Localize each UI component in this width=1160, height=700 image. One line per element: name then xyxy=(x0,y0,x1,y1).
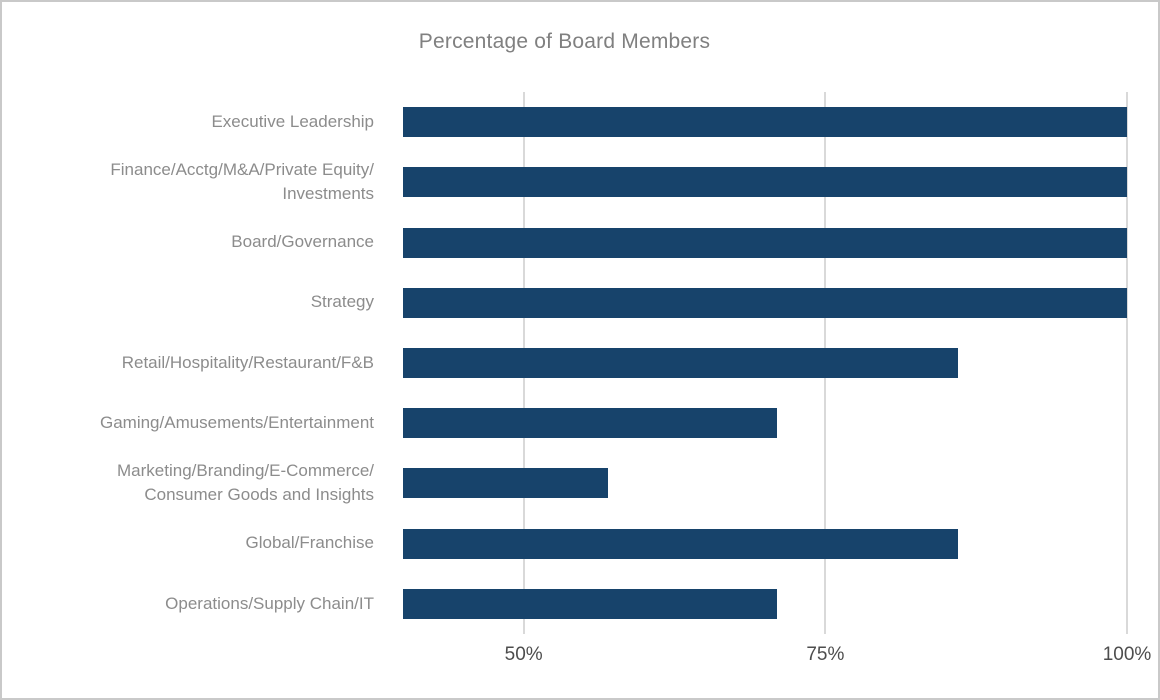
category-label: Executive Leadership xyxy=(211,111,374,131)
bar-row: Marketing/Branding/E-Commerce/ Consumer … xyxy=(2,453,1127,513)
bar-3 xyxy=(403,227,1127,258)
bar-row: Gaming/Amusements/Entertainment xyxy=(2,393,1127,453)
bar-track xyxy=(403,333,1127,393)
x-axis: 50% 75% 100% xyxy=(403,634,1152,676)
bar-row: Retail/Hospitality/Restaurant/F&B xyxy=(2,333,1127,393)
category-label: Global/Franchise xyxy=(245,533,374,553)
category-label: Finance/Acctg/M&A/Private Equity/ Invest… xyxy=(110,159,374,204)
bar-5 xyxy=(403,347,959,378)
chart-title: Percentage of Board Members xyxy=(418,30,711,53)
bar-row: Global/Franchise xyxy=(2,514,1127,574)
bar-track xyxy=(403,574,1127,634)
bar-2 xyxy=(403,167,1127,198)
bar-row: Finance/Acctg/M&A/Private Equity/ Invest… xyxy=(2,152,1127,212)
bar-1 xyxy=(403,107,1127,138)
bar-rows: Executive Leadership Finance/Acctg/M&A/Pr… xyxy=(2,92,1127,634)
category-label: Operations/Supply Chain/IT xyxy=(165,593,374,613)
bar-track xyxy=(403,92,1127,152)
bar-4 xyxy=(403,287,1127,318)
bar-7 xyxy=(403,468,609,499)
category-label: Gaming/Amusements/Entertainment xyxy=(99,412,374,432)
category-label: Strategy xyxy=(310,292,374,312)
category-label: Marketing/Branding/E-Commerce/ Consumer … xyxy=(117,460,374,505)
bar-row: Board/Governance xyxy=(2,212,1127,272)
bar-row: Operations/Supply Chain/IT xyxy=(2,574,1127,634)
x-tick-label: 50% xyxy=(504,644,543,665)
plot-area: Executive Leadership Finance/Acctg/M&A/Pr… xyxy=(2,92,1128,634)
bar-8 xyxy=(403,528,959,559)
bar-row: Strategy xyxy=(2,273,1127,333)
bar-row: Executive Leadership xyxy=(2,92,1127,152)
bar-track xyxy=(403,152,1127,212)
bar-track xyxy=(403,393,1127,453)
bar-track xyxy=(403,514,1127,574)
bar-track xyxy=(403,453,1127,513)
bar-track xyxy=(403,273,1127,333)
bar-track xyxy=(403,212,1127,272)
gridline-100% xyxy=(1126,92,1128,634)
bar-9 xyxy=(403,588,778,619)
category-label: Board/Governance xyxy=(231,232,374,252)
x-tick-label: 75% xyxy=(806,644,845,665)
category-label: Retail/Hospitality/Restaurant/F&B xyxy=(121,352,374,372)
bar-6 xyxy=(403,408,778,439)
x-tick-label: 100% xyxy=(1102,644,1152,665)
